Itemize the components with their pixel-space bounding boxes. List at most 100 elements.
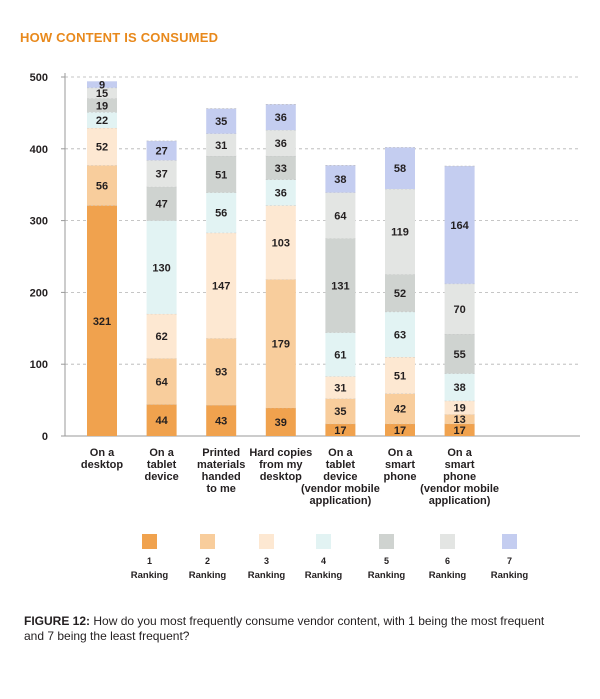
legend-item-3: 3 Ranking	[248, 534, 286, 581]
y-tick-label-500: 500	[30, 72, 48, 84]
bar-segment-cat7-rank3	[444, 400, 475, 415]
data-label-cat1-rank1: 321	[93, 316, 111, 328]
bar-segment-cat7-rank2	[444, 414, 475, 424]
bar-segment-cat1-rank2	[87, 165, 117, 206]
x-category-label-4: Hard copies from my desktop	[249, 447, 312, 483]
x-category-label-7: On a smart phone (vendor mobile application)	[420, 447, 499, 507]
x-category-label-2: On a tablet device	[144, 447, 178, 483]
data-label-cat7-rank3: 19	[453, 403, 465, 415]
data-label-cat2-rank5: 47	[155, 199, 167, 211]
bar-segment-cat6-rank1	[385, 423, 415, 436]
legend-number-1: 1	[147, 556, 152, 566]
bar-segment-cat5-rank7	[325, 165, 356, 193]
y-tick-label-200: 200	[30, 287, 48, 299]
legend-label-4: Ranking	[305, 570, 343, 581]
legend-swatch-7	[502, 534, 517, 549]
x-category-line: from my	[259, 459, 303, 471]
legend-item-1: 1 Ranking	[131, 534, 169, 581]
bar-segment-cat6-rank6	[385, 189, 415, 275]
data-label-cat2-rank7: 27	[155, 146, 167, 158]
bar-segment-cat4-rank4	[265, 179, 296, 206]
bar-segment-cat3-rank3	[206, 232, 237, 339]
data-label-cat7-rank7: 164	[450, 220, 469, 232]
bar-segment-cat5-rank1	[325, 423, 356, 436]
x-category-line: to me	[207, 483, 236, 495]
bar-segment-cat2-rank1	[146, 404, 177, 436]
bar-stack-3: 43 93 147 56 51 31 35	[206, 108, 237, 436]
data-label-cat3-rank6: 31	[215, 140, 227, 152]
legend-number-2: 2	[205, 556, 210, 566]
bar-segment-cat6-rank7	[385, 147, 415, 190]
data-label-cat1-rank6: 15	[96, 88, 108, 100]
data-label-cat3-rank3: 147	[212, 281, 230, 293]
bar-segment-cat4-rank3	[265, 205, 296, 280]
data-label-cat7-rank6: 70	[453, 304, 465, 316]
legend-swatch-4	[316, 534, 331, 549]
x-category-line: smart	[385, 459, 415, 471]
bar-segment-cat1-rank6	[87, 87, 117, 99]
data-label-cat4-rank6: 36	[275, 138, 287, 150]
bar-segment-cat2-rank4	[146, 220, 177, 314]
data-label-cat6-rank1: 17	[394, 425, 406, 437]
bar-segment-cat3-rank5	[206, 155, 237, 193]
data-label-cat6-rank7: 58	[394, 163, 406, 175]
data-label-cat3-rank4: 56	[215, 208, 227, 220]
bar-stack-2: 44 64 62 130 47 37 27	[146, 140, 177, 436]
data-label-cat5-rank6: 64	[334, 211, 347, 223]
bar-segment-cat5-rank3	[325, 376, 356, 399]
legend-swatch-6	[440, 534, 455, 549]
bar-segment-cat3-rank4	[206, 192, 237, 233]
data-label-cat3-rank5: 51	[215, 169, 227, 181]
data-label-cat7-rank2: 13	[453, 414, 465, 426]
bar-segment-cat5-rank5	[325, 238, 356, 333]
bar-segment-cat1-rank7	[87, 81, 117, 88]
bar-segment-cat3-rank6	[206, 133, 237, 156]
bar-segment-cat7-rank1	[444, 423, 475, 436]
legend-label-1: Ranking	[131, 570, 169, 581]
x-category-line: On a	[447, 447, 472, 459]
data-label-cat3-rank2: 93	[215, 367, 227, 379]
data-label-cat5-rank2: 35	[334, 406, 346, 418]
legend-label-2: Ranking	[189, 570, 227, 581]
data-label-cat1-rank3: 52	[96, 142, 108, 154]
data-label-cat7-rank4: 38	[453, 382, 465, 394]
x-category-line: On a	[90, 447, 115, 459]
legend-number-3: 3	[264, 556, 269, 566]
data-label-cat5-rank7: 38	[334, 174, 346, 186]
x-category-line: materials	[197, 459, 245, 471]
bar-segment-cat3-rank7	[206, 108, 237, 134]
data-label-cat5-rank3: 31	[334, 383, 346, 395]
bar-segment-cat3-rank1	[206, 405, 237, 436]
data-label-cat1-rank7: 9	[99, 80, 105, 92]
x-category-line: desktop	[81, 459, 123, 471]
bar-segment-cat6-rank4	[385, 311, 415, 358]
x-category-label-3: Printed materials handed to me	[197, 447, 245, 495]
bar-segment-cat4-rank2	[265, 279, 296, 408]
bar-segment-cat2-rank6	[146, 160, 177, 187]
bar-segment-cat5-rank2	[325, 398, 356, 424]
x-category-line: device	[323, 471, 357, 483]
data-label-cat6-rank5: 52	[394, 288, 406, 300]
caption-figure-label: FIGURE 12:	[24, 614, 91, 628]
legend-number-6: 6	[445, 556, 450, 566]
legend-item-6: 6 Ranking	[429, 534, 466, 581]
data-label-cat1-rank2: 56	[96, 180, 108, 192]
x-category-line: tablet	[326, 459, 356, 471]
data-label-cat5-rank4: 61	[334, 350, 346, 362]
bar-stack-5: 17 35 31 61 131 64 38	[325, 165, 356, 437]
bar-segment-cat7-rank4	[444, 373, 475, 401]
y-tick-label-400: 400	[30, 144, 48, 156]
legend-number-7: 7	[507, 556, 512, 566]
data-label-cat2-rank2: 64	[155, 376, 168, 388]
bar-segment-cat7-rank7	[444, 166, 475, 284]
figure-caption: FIGURE 12: How do you most frequently co…	[24, 614, 564, 644]
caption-text: How do you most frequently consume vendo…	[24, 614, 545, 643]
grid-lines	[65, 76, 580, 365]
x-category-label-6: On a smart phone	[384, 447, 417, 483]
legend: 1 Ranking 2 Ranking 3 Ranking 4 Ranking 5 Ranking…	[131, 534, 528, 581]
data-label-cat7-rank5: 55	[453, 349, 465, 361]
legend-label-3: Ranking	[248, 570, 286, 581]
bar-segment-cat1-rank5	[87, 98, 117, 113]
legend-item-7: 7 Ranking	[491, 534, 528, 581]
